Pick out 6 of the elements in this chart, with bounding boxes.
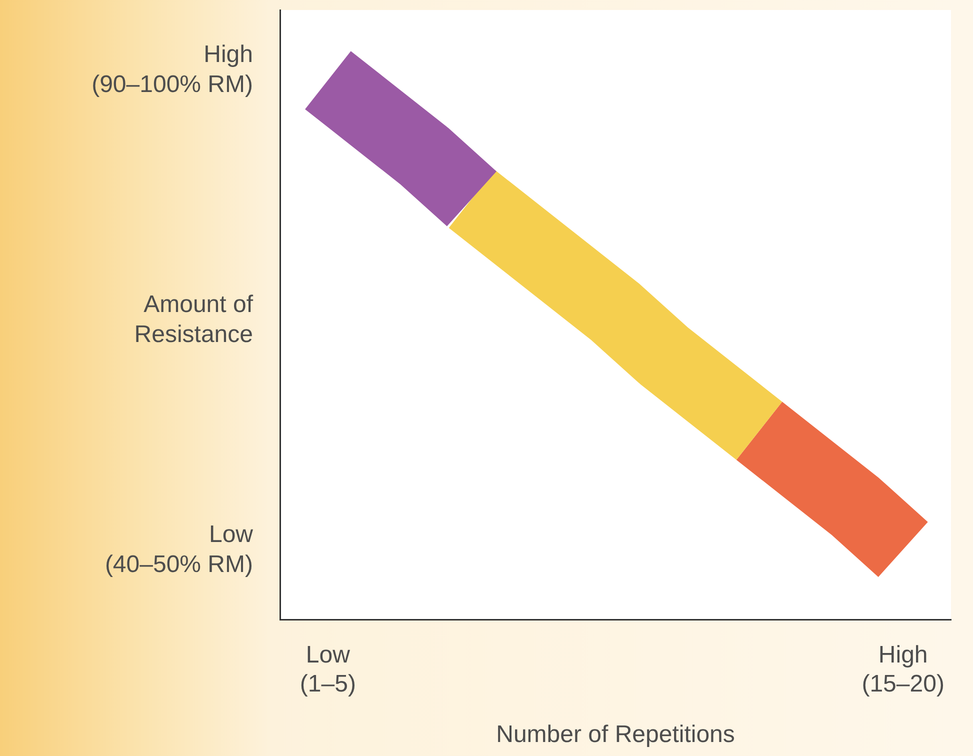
x-tick-label: Low (1–5) bbox=[300, 642, 356, 698]
x-axis-title: Number of Repetitions bbox=[496, 721, 735, 748]
y-axis-title: Amount of Resistance bbox=[134, 290, 253, 350]
text: Low (40–50% RM) bbox=[104, 520, 253, 580]
x-tick-label: High (15–20) bbox=[862, 642, 944, 698]
text: High (90–100% RM) bbox=[92, 40, 253, 100]
